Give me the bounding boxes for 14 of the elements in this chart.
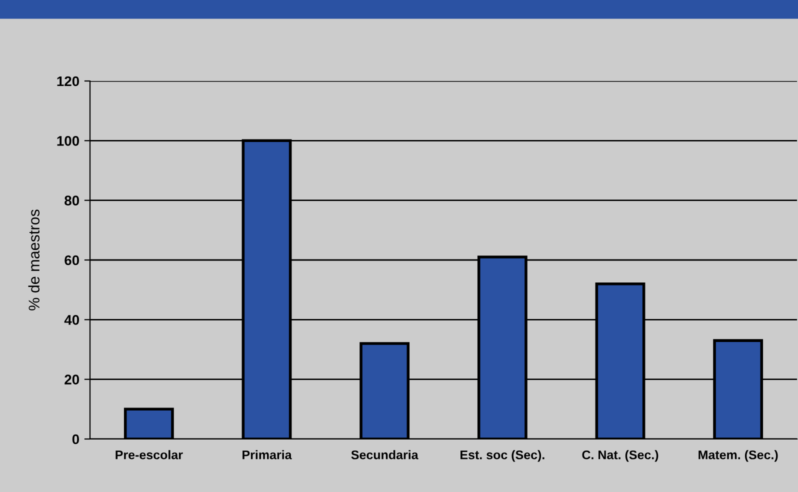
y-axis-title: % de maestros [28, 210, 40, 310]
x-tick-label: Primaria [242, 450, 292, 460]
y-tick-label: 120 [57, 76, 80, 86]
x-tick-label: Matem. (Sec.) [698, 450, 778, 462]
x-tick-label: Secundaria [351, 450, 418, 460]
y-tick-label: 0 [72, 434, 80, 444]
x-tick-label: Est. soc (Sec). [460, 450, 544, 462]
y-tick-label: 60 [64, 255, 80, 266]
x-tick-label: Pre-escolar [116, 450, 183, 460]
y-tick-label: 40 [64, 315, 80, 325]
y-tick-label: 100 [57, 136, 80, 146]
y-tick-label: 20 [64, 374, 80, 385]
x-tick-label: C. Nat. (Sec.) [582, 450, 658, 462]
y-tick-label: 80 [64, 196, 80, 206]
